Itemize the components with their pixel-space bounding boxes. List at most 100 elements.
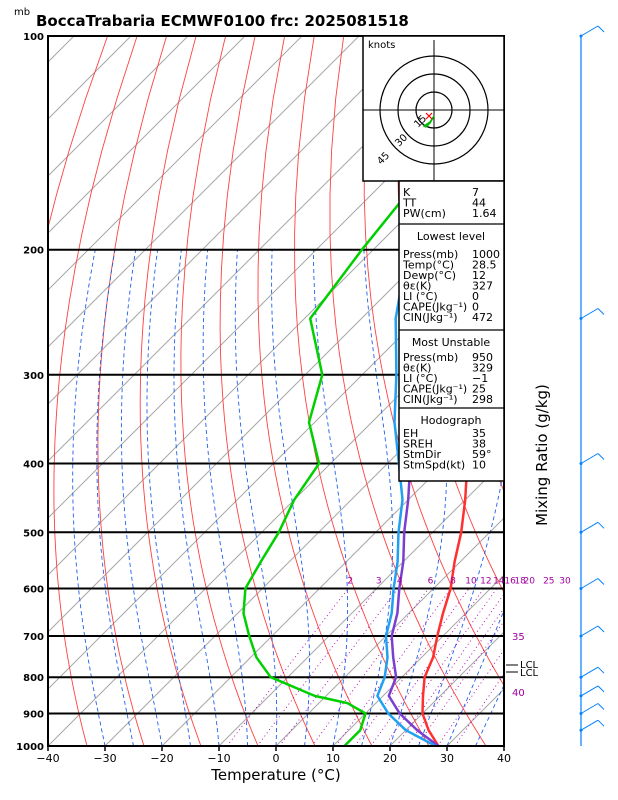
- isotherm-line: [48, 36, 474, 462]
- isotherm-line: [48, 36, 303, 291]
- pressure-tick-label: 1000: [16, 742, 44, 753]
- wind-barb-flag: [597, 308, 605, 315]
- moist-adiabat-line: [120, 249, 163, 746]
- dry-adiabat-line: [53, 36, 138, 746]
- index-name: Dewp(°C): [403, 269, 456, 282]
- moist-adiabat-line: [234, 249, 278, 746]
- index-name: StmSpd(kt): [403, 459, 465, 472]
- index-value: 7: [472, 186, 479, 199]
- theta-label: 35: [512, 632, 525, 643]
- dry-adiabat-line: [490, 36, 504, 217]
- mixing-ratio-label: 10: [465, 577, 477, 587]
- dry-adiabat-line: [294, 36, 430, 746]
- mixing-ratio-label: 8: [450, 577, 456, 587]
- wind-barb: [580, 703, 599, 714]
- index-value: 329: [472, 362, 493, 375]
- lcl-label: LCL: [520, 668, 539, 679]
- dry-adiabat-line: [180, 36, 259, 746]
- storm-motion-icon: [425, 112, 433, 120]
- wind-barb-flag: [597, 685, 605, 693]
- theta-label: 40: [512, 688, 525, 699]
- index-value: 28.5: [472, 259, 497, 272]
- isotherm-line: [161, 403, 504, 746]
- mixing-ratio-label: 6: [428, 577, 434, 587]
- mixing-ratio-label: 25: [543, 577, 554, 587]
- isotherm-line: [48, 175, 504, 633]
- pressure-tick-label: 900: [23, 710, 44, 721]
- dry-adiabat-line: [257, 36, 373, 746]
- index-value: 472: [472, 311, 493, 324]
- wind-barb-flag: [597, 453, 605, 460]
- pressure-tick-label: 500: [23, 528, 44, 539]
- pressure-tick-label: 300: [23, 371, 44, 382]
- lowest-level-header: Lowest level: [417, 230, 485, 243]
- mixing-ratio-label: 14: [493, 577, 505, 587]
- mixing-ratio-line: [279, 588, 399, 746]
- pressure-tick-label: 600: [23, 585, 44, 596]
- isotherm-line: [48, 36, 189, 177]
- dry-adiabat-line: [139, 36, 202, 746]
- index-name: θε(K): [403, 280, 431, 293]
- index-name: K: [403, 186, 411, 199]
- wind-barb-column: [579, 25, 605, 746]
- secondary-profile: [376, 36, 486, 746]
- dry-adiabat-line: [363, 36, 504, 687]
- index-name: PW(cm): [403, 207, 446, 220]
- index-value: 0: [472, 290, 479, 303]
- index-name: CAPE(Jkg⁻¹): [403, 383, 467, 396]
- pressure-tick-label: 100: [23, 32, 44, 43]
- hodograph: knots 15 30 45: [362, 35, 505, 182]
- index-value: 38: [472, 438, 486, 451]
- mixing-ratio-label: 18: [514, 577, 526, 587]
- temperature-tick-label: 10: [326, 752, 340, 765]
- index-value: 59°: [472, 448, 492, 461]
- hodograph-header: Hodograph: [421, 414, 482, 427]
- index-name: SREH: [403, 438, 433, 451]
- mixing-ratio-label: 4: [397, 577, 403, 587]
- lcl-label: LCL: [520, 660, 539, 671]
- isotherm-line: [48, 232, 504, 690]
- wind-barb: [580, 453, 599, 464]
- index-value: 44: [472, 197, 486, 210]
- moist-adiabat-line: [96, 249, 134, 746]
- isotherm-line: [48, 36, 417, 405]
- hodograph-unit: knots: [368, 40, 395, 51]
- mixing-ratio-line: [256, 588, 378, 746]
- dry-adiabat-line: [609, 36, 618, 746]
- temperature-tick-label: −10: [207, 752, 230, 765]
- index-value: 298: [472, 393, 493, 406]
- wind-barb: [580, 578, 599, 589]
- dry-adiabat-line: [219, 36, 316, 746]
- wind-barb-flag: [597, 578, 605, 585]
- pressure-tick-label: 400: [23, 460, 44, 471]
- index-name: Press(mb): [403, 248, 458, 261]
- index-value: −1: [472, 372, 488, 385]
- wind-barb: [580, 719, 599, 731]
- wind-barb: [580, 25, 599, 37]
- temperature-tick-label: 0: [273, 752, 280, 765]
- temperature-tick-label: 30: [440, 752, 454, 765]
- wind-barb: [580, 308, 599, 319]
- index-value: 35: [472, 427, 486, 440]
- moist-adiabat-line: [202, 249, 248, 746]
- dry-adiabat-line: [580, 36, 618, 746]
- hodograph-trace: [422, 115, 435, 128]
- dry-adiabat-line: [550, 36, 618, 746]
- pressure-unit-label: mb: [14, 7, 30, 18]
- temperature-tick-label: 20: [383, 752, 397, 765]
- moist-adiabat-line: [146, 249, 191, 746]
- dry-adiabat-line: [97, 36, 168, 746]
- index-name: LI (°C): [403, 372, 438, 385]
- mixing-ratio-line: [406, 607, 504, 746]
- index-name: CIN(Jkg⁻¹): [403, 393, 458, 406]
- index-value: 0: [472, 301, 479, 314]
- indices-table: K 7 TT 44 PW(cm) 1.64 Lowest level Press(mb) 1…: [398, 180, 505, 482]
- index-value: 12: [472, 269, 486, 282]
- wind-barb: [580, 625, 599, 637]
- index-name: StmDir: [403, 448, 442, 461]
- index-name: TT: [402, 197, 417, 210]
- wind-barb-flag: [597, 25, 605, 33]
- temperature-tick-label: −40: [36, 752, 59, 765]
- wind-barb: [580, 521, 599, 533]
